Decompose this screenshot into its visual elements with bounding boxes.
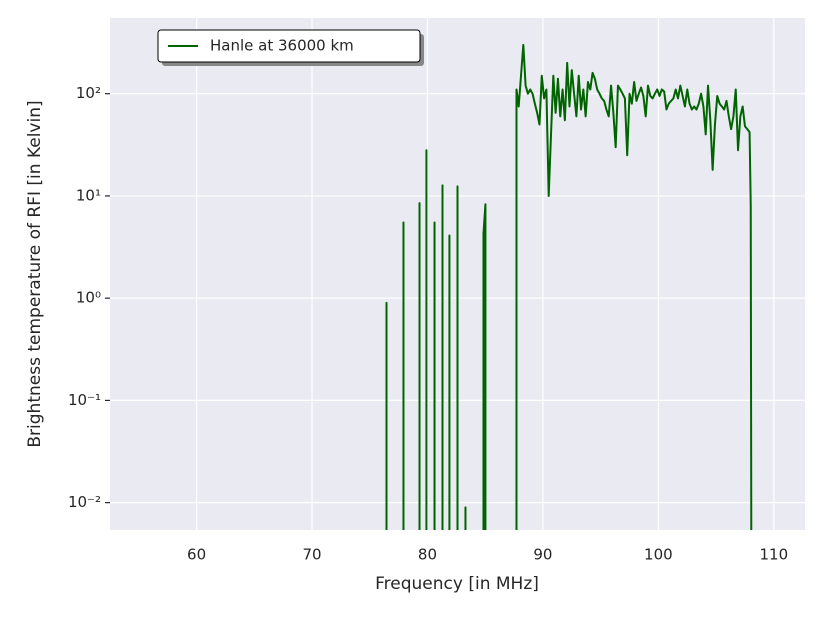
y-tick-label: 10¹ bbox=[76, 186, 101, 204]
x-axis-label: Frequency [in MHz] bbox=[375, 574, 539, 594]
x-tick-label: 80 bbox=[418, 546, 437, 564]
x-tick-label: 100 bbox=[644, 546, 673, 564]
y-tick-label: 10⁰ bbox=[76, 289, 101, 307]
y-tick-label: 10⁻¹ bbox=[68, 391, 101, 409]
x-tick-label: 90 bbox=[533, 546, 552, 564]
lines bbox=[385, 43, 753, 530]
x-tick-label: 60 bbox=[187, 546, 206, 564]
legend-box bbox=[157, 29, 421, 63]
legend-label: Hanle at 36000 km bbox=[210, 37, 354, 55]
data-line bbox=[385, 43, 753, 530]
legend: Hanle at 36000 km bbox=[157, 29, 424, 66]
x-tick-label: 70 bbox=[302, 546, 321, 564]
x-tick-label: 110 bbox=[760, 546, 789, 564]
y-axis-label: Brightness temperature of RFI [in Kelvin… bbox=[25, 100, 45, 447]
y-tick-label: 10⁻² bbox=[68, 493, 101, 511]
y-tick-label: 10² bbox=[76, 84, 101, 102]
